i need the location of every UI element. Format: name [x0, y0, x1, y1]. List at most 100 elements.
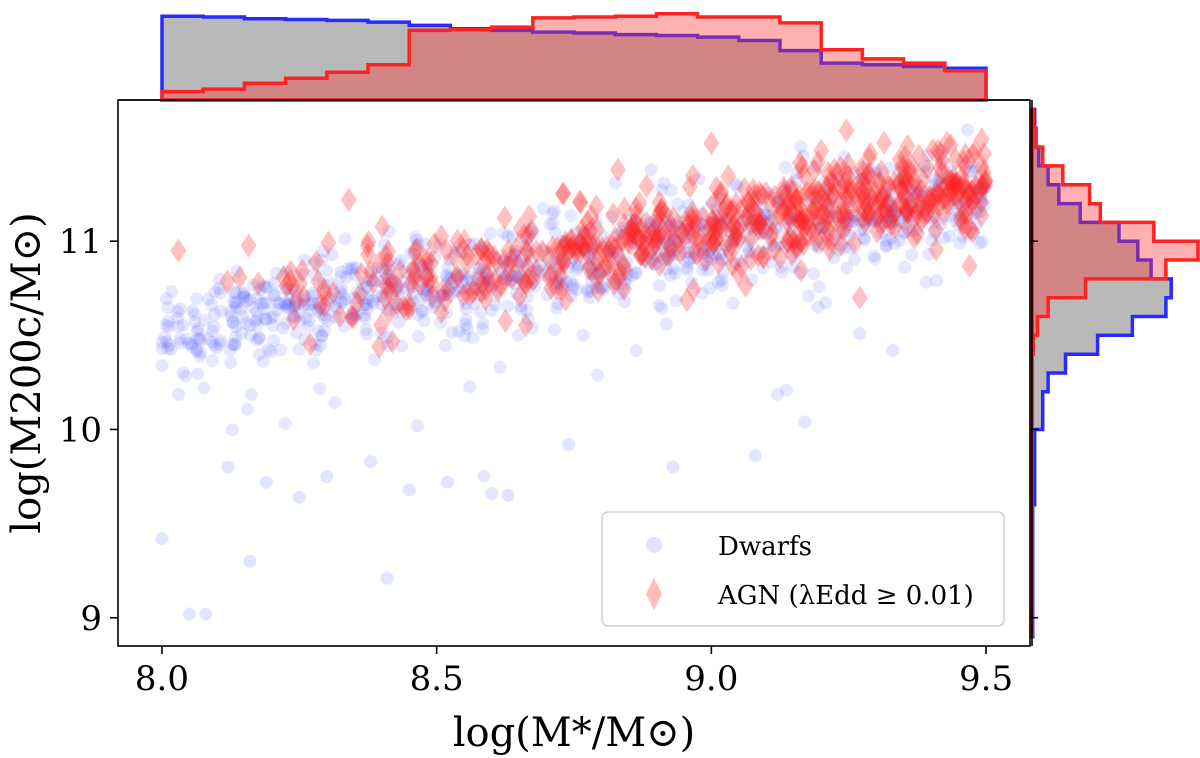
agn-point [894, 154, 911, 179]
agn-point [624, 213, 641, 238]
agn-point [477, 286, 494, 311]
agn-point [977, 168, 994, 193]
agn-point [568, 236, 585, 260]
agn-point [598, 235, 615, 260]
dwarf-point [659, 317, 673, 331]
dwarf-point [435, 289, 449, 302]
dwarf-point [346, 304, 360, 318]
dwarf-point [528, 279, 542, 293]
dwarf-point [370, 289, 384, 303]
dwarf-point [948, 172, 962, 186]
dwarf-point [439, 268, 453, 282]
agn-point [644, 236, 661, 261]
agn-point [402, 272, 419, 297]
dwarf-point [380, 286, 393, 300]
dwarf-point [552, 276, 566, 290]
dwarf-point [190, 324, 204, 338]
right-marginal-histogram [1030, 100, 1200, 646]
dwarf-point [302, 314, 316, 328]
dwarf-point [259, 296, 273, 310]
dwarf-point [207, 338, 221, 352]
dwarf-point [256, 279, 270, 293]
agn-point [638, 210, 655, 235]
dwarf-point [857, 232, 871, 245]
dwarf-point [237, 291, 251, 304]
agn-point [725, 215, 742, 240]
dwarf-point [902, 198, 916, 211]
dwarf-point [171, 320, 185, 334]
dwarf-point [935, 217, 948, 231]
dwarf-point [577, 243, 591, 256]
dwarf-point [888, 209, 902, 222]
agn-point [520, 267, 537, 292]
dwarf-point [933, 186, 947, 200]
agn-point [478, 262, 495, 287]
dwarf-point [227, 285, 241, 299]
agn-point [895, 181, 912, 206]
dwarf-point [366, 274, 380, 288]
dwarf-point [190, 292, 204, 306]
agn-point [512, 216, 529, 241]
dwarf-point [715, 252, 729, 266]
agn-point [886, 215, 903, 240]
agn-point [787, 233, 804, 258]
dwarf-point [264, 311, 278, 325]
dwarf-point [571, 260, 585, 274]
agn-point [716, 198, 733, 223]
dwarf-point [250, 292, 264, 305]
agn-point [808, 198, 825, 223]
dwarf-point [380, 262, 394, 276]
agn-point [691, 229, 708, 254]
dwarf-point [511, 328, 525, 342]
dwarf-point [426, 285, 440, 299]
agn-point [634, 241, 651, 266]
dwarf-point [311, 304, 325, 318]
dwarf-point [779, 221, 793, 235]
agn-point [859, 192, 876, 217]
dwarf-point [458, 329, 472, 343]
agn-point [684, 163, 701, 188]
agn-point [916, 204, 933, 229]
agn-point [616, 196, 633, 221]
dwarf-point [230, 295, 244, 309]
dwarf-point [979, 180, 993, 194]
dwarf-point [817, 194, 831, 207]
dwarf-point [444, 271, 458, 285]
dwarf-point [406, 287, 419, 301]
agn-point [900, 170, 917, 195]
agn-point [695, 205, 712, 230]
agn-point [579, 210, 596, 234]
dwarf-point [395, 339, 409, 353]
agn-point [325, 280, 342, 305]
agn-point [382, 280, 398, 305]
dwarf-point [787, 224, 801, 238]
agn-point [958, 178, 975, 203]
dwarf-point [161, 301, 175, 314]
agn-point [864, 187, 881, 212]
dwarf-point [375, 263, 389, 277]
dwarf-point [553, 258, 567, 272]
agn-point [627, 196, 644, 221]
dwarf-point [831, 173, 845, 187]
dwarf-point [774, 260, 788, 274]
agn-point [490, 278, 507, 303]
dwarf-point [771, 196, 785, 209]
agn-point [958, 189, 975, 214]
dwarf-point [602, 245, 616, 259]
dwarf-point [182, 607, 196, 621]
agn-point [638, 174, 655, 198]
agn-point [718, 212, 735, 236]
x-tick-label: 8.5 [410, 659, 464, 699]
dwarf-point [366, 294, 380, 308]
dwarf-point [662, 250, 676, 264]
agn-point [437, 288, 453, 313]
dwarf-point [562, 438, 575, 451]
dwarf-point [443, 272, 457, 286]
agn-point [906, 169, 923, 194]
dwarf-point [790, 174, 804, 188]
agn-point [897, 199, 914, 224]
dwarf-point [274, 343, 288, 357]
agn-point [528, 239, 545, 264]
agn-point [555, 182, 571, 207]
